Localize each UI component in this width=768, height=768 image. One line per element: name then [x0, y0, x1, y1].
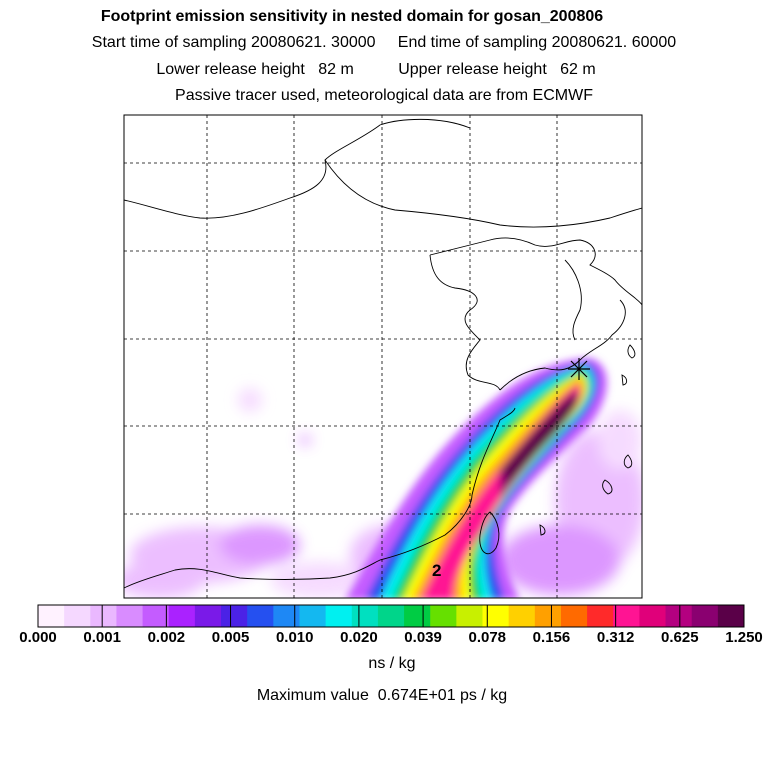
- lat-lon-grid: [124, 115, 642, 598]
- colorbar-cell: [377, 605, 405, 627]
- colorbar-cell: [168, 605, 196, 627]
- colorbar-cell: [38, 605, 65, 627]
- plot-title: Footprint emission sensitivity in nested…: [100, 8, 604, 25]
- colorbar-cell: [194, 605, 222, 627]
- sampling-time-line: Start time of sampling 20080621. 30000 E…: [91, 34, 677, 51]
- colorbar-cell: [404, 605, 431, 627]
- colorbar-cell: [613, 605, 640, 627]
- colorbar-cell: [351, 605, 379, 627]
- colorbar-tick-label: 0.010: [275, 629, 314, 646]
- colorbar-cell: [456, 605, 484, 627]
- map-background: [124, 115, 642, 598]
- colorbar-cell: [247, 605, 274, 627]
- colorbar-cell: [639, 605, 667, 627]
- colorbar-cell: [482, 605, 510, 627]
- colorbar-cell: [325, 605, 353, 627]
- colorbar-tick-label: 0.001: [83, 629, 121, 646]
- colorbar-tick-label: 0.002: [147, 629, 186, 646]
- release-height-line: Lower release height 82 m Upper release …: [156, 61, 596, 78]
- maximum-value-text: Maximum value 0.674E+01 ps / kg: [256, 687, 508, 704]
- map-frame: [123, 114, 643, 599]
- colorbar-cell: [508, 605, 536, 627]
- colorbar-cell: [534, 605, 562, 627]
- colorbar-cell: [90, 605, 117, 627]
- colorbar-tick-label: 0.020: [340, 629, 378, 646]
- coastline-lines: [124, 118, 642, 589]
- colorbar-cell: [142, 605, 170, 627]
- colorbar-cell: [273, 605, 300, 627]
- colorbar-tick-label: 0.625: [661, 629, 699, 646]
- colorbar-cell: [64, 605, 91, 627]
- star-marker: [568, 358, 590, 380]
- colorbar-cell: [717, 605, 745, 627]
- colorbar-tick-label: 1.250: [725, 629, 763, 646]
- colorbar-tick-label: 0.312: [596, 629, 635, 646]
- colorbar-cell: [221, 605, 248, 627]
- colorbar-tick-label: 0.078: [468, 629, 507, 646]
- colorbar-tick-label: 0.156: [532, 629, 571, 646]
- colorbar-cell: [691, 605, 719, 627]
- colorbar-cell: [299, 605, 327, 627]
- colorbar-unit: ns / kg: [368, 655, 416, 672]
- colorbar-cell: [665, 605, 693, 627]
- colorbar-tick-label: 0.039: [404, 629, 442, 646]
- colorbar-cell: [560, 605, 588, 627]
- colorbar-cell: [587, 605, 614, 627]
- tracer-info-line: Passive tracer used, meteorological data…: [175, 87, 593, 104]
- colorbar-tick-label: 0.000: [19, 629, 57, 646]
- plume-label: 2: [432, 561, 442, 580]
- colorbar-cell: [116, 605, 144, 627]
- colorbar-cell: [430, 605, 457, 627]
- colorbar-tick-label: 0.005: [211, 629, 250, 646]
